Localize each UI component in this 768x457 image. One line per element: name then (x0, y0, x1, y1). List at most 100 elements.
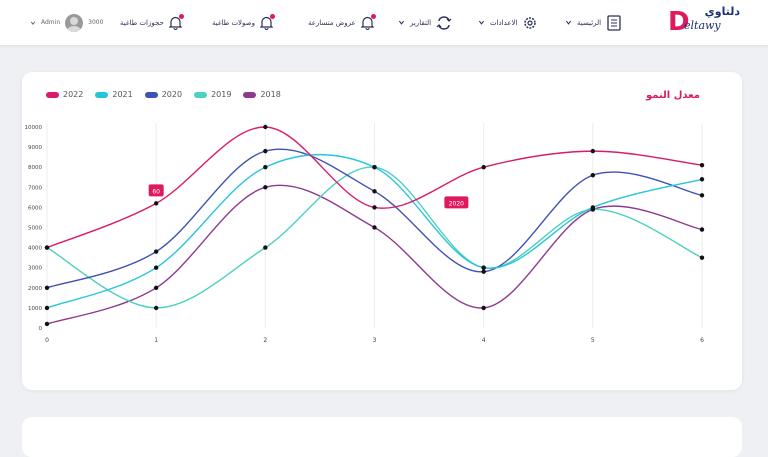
data-point-2018 (44, 321, 50, 327)
y-tick-label: 5000 (28, 226, 42, 232)
y-tick-label: 1000 (28, 306, 42, 312)
data-point-2021 (263, 165, 268, 170)
secondary-card (22, 417, 742, 457)
tooltip-label: 2020 (449, 200, 464, 207)
nav-item-bookings[interactable]: حجوزات طاغية (120, 0, 184, 45)
legend-swatch (46, 91, 59, 98)
legend-swatch (95, 91, 109, 98)
bell-icon (168, 13, 184, 30)
bell-icon (259, 13, 275, 30)
data-point-2022 (44, 245, 50, 250)
chevron-down-icon (30, 20, 36, 26)
logo-letter: D (668, 7, 690, 37)
nav-item-label: التقارير (410, 18, 432, 27)
legend-item-2022[interactable]: 2022 (46, 90, 83, 99)
data-point-2022 (263, 124, 268, 130)
nav-item-offers[interactable]: عروض متسارعة (308, 0, 376, 45)
nav-item-settings[interactable]: الاعدادات (478, 0, 538, 45)
legend-label: 2021 (112, 90, 133, 99)
legend-swatch (243, 91, 257, 98)
data-point-2021 (481, 265, 486, 270)
dashboard-icon (606, 14, 622, 31)
nav-item-label: حجوزات طاغية (120, 18, 164, 27)
user-id: 3000 (88, 19, 104, 26)
chevron-down-icon (398, 19, 405, 26)
nav-item-arrivals[interactable]: وصولات طاغية (212, 0, 275, 45)
data-point-2019 (153, 305, 159, 311)
notification-dot (370, 13, 376, 19)
data-point-2022 (590, 148, 596, 154)
data-point-2021 (372, 165, 377, 170)
data-point-2018 (153, 285, 159, 290)
legend-label: 2018 (260, 90, 281, 99)
legend-item-2018[interactable]: 2018 (243, 90, 281, 99)
y-tick-label: 7000 (28, 185, 42, 191)
tooltip-label: 60 (152, 188, 160, 195)
brand-logo[interactable]: D دلتاوي eltawy (666, 5, 740, 41)
x-tick-label: 0 (45, 337, 49, 344)
user-name: Admin (41, 19, 61, 26)
chevron-down-icon (478, 19, 485, 26)
legend-item-2019[interactable]: 2019 (194, 90, 231, 99)
data-point-2018 (263, 185, 268, 190)
top-navbar: D دلتاوي eltawy الرئيسية الاعدادات التقا… (0, 0, 768, 45)
gear-icon (522, 15, 538, 31)
y-tick-label: 9000 (28, 145, 42, 151)
notification-dot (269, 13, 275, 19)
logo-arabic-text: دلتاوي (704, 5, 740, 18)
data-point-2022 (153, 201, 159, 206)
data-point-2018 (481, 305, 486, 311)
chevron-down-icon (565, 19, 572, 26)
nav-item-label: عروض متسارعة (308, 18, 356, 27)
data-point-2021 (44, 305, 50, 311)
legend-label: 2020 (161, 90, 183, 99)
legend-swatch (144, 91, 158, 98)
data-point-2022 (481, 165, 486, 170)
user-menu[interactable]: Admin 3000 (30, 0, 103, 45)
data-point-2020 (699, 193, 705, 198)
chart-legend: 2022 2021 2020 2019 2018 (46, 90, 281, 99)
data-point-2021 (699, 177, 705, 182)
y-tick-label: 0 (39, 326, 43, 332)
y-tick-label: 4000 (28, 246, 42, 252)
notification-dot (178, 13, 184, 19)
data-point-2020 (44, 285, 50, 290)
bell-icon (360, 13, 376, 30)
data-point-2018 (699, 227, 705, 232)
data-point-2022 (372, 205, 377, 210)
nav-item-label: الرئيسية (577, 18, 602, 27)
nav-item-label: وصولات طاغية (212, 18, 255, 27)
data-point-2020 (481, 269, 486, 274)
data-point-2022 (699, 162, 705, 168)
data-point-2020 (372, 189, 377, 194)
legend-swatch (194, 91, 208, 98)
legend-label: 2019 (211, 90, 232, 99)
data-point-2020 (153, 249, 159, 254)
x-tick-label: 4 (482, 337, 486, 344)
y-tick-label: 8000 (28, 165, 42, 171)
data-point-2019 (263, 245, 268, 250)
tooltip-box (444, 196, 469, 209)
y-tick-label: 10000 (25, 125, 43, 131)
x-tick-label: 2 (263, 337, 267, 344)
y-tick-label: 6000 (28, 205, 42, 211)
sync-icon (436, 15, 452, 30)
x-tick-label: 3 (373, 337, 377, 344)
data-point-2021 (590, 205, 596, 210)
nav-item-reports[interactable]: التقارير (398, 0, 452, 45)
y-tick-label: 3000 (28, 266, 42, 272)
data-point-2018 (372, 225, 377, 230)
data-point-2020 (263, 148, 268, 154)
legend-item-2020[interactable]: 2020 (144, 90, 183, 99)
data-point-2020 (590, 173, 596, 178)
y-tick-label: 2000 (28, 286, 42, 292)
data-point-2019 (699, 255, 705, 260)
data-point-2021 (153, 265, 159, 270)
legend-item-2021[interactable]: 2021 (95, 90, 133, 99)
nav-item-home[interactable]: الرئيسية (565, 0, 622, 45)
x-tick-label: 6 (700, 337, 704, 344)
tooltip-box (148, 184, 164, 197)
card-title: معدل النمو (645, 90, 700, 101)
legend-label: 2022 (63, 90, 84, 99)
